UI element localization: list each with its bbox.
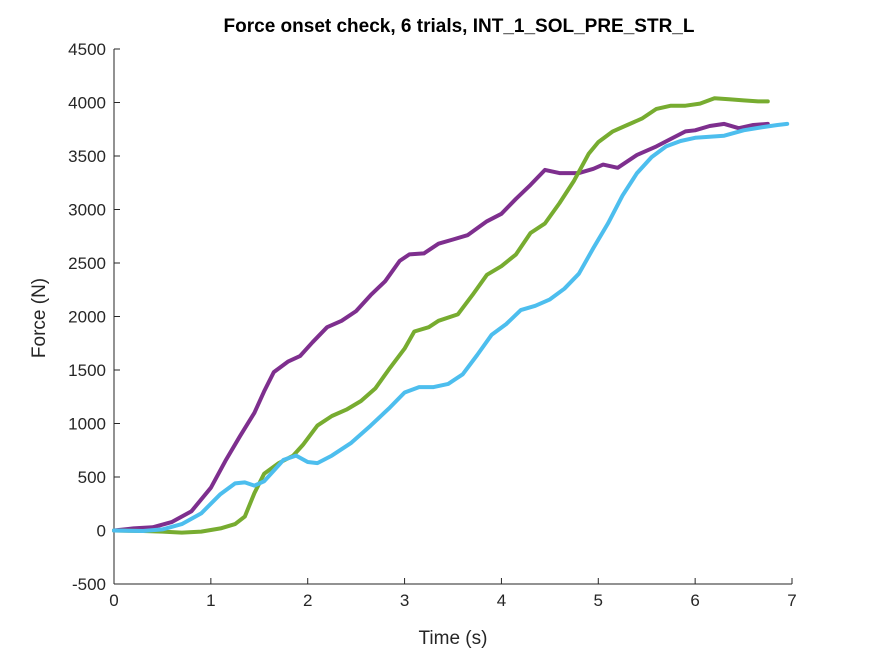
y-tick-label: 2000	[68, 308, 106, 327]
y-tick-label: 2500	[68, 254, 106, 273]
y-tick-label: 1500	[68, 361, 106, 380]
series-line-2	[112, 96, 770, 535]
y-tick-label: 1000	[68, 415, 106, 434]
y-tick-label: 3500	[68, 147, 106, 166]
y-axis-label: Force (N)	[29, 278, 50, 358]
y-tick-label: 500	[78, 468, 106, 487]
x-tick-label: 0	[109, 591, 118, 610]
y-tick-label: -500	[72, 575, 106, 594]
y-tick-label: 4000	[68, 94, 106, 113]
x-tick-label: 1	[206, 591, 215, 610]
x-tick-label: 7	[787, 591, 796, 610]
series-line-1	[112, 121, 770, 533]
x-axis-label: Time (s)	[419, 628, 488, 649]
x-tick-label: 4	[497, 591, 506, 610]
series-group	[112, 96, 790, 535]
y-tick-label: 0	[97, 522, 106, 541]
x-tick-label: 3	[400, 591, 409, 610]
axes: 0 1 2 3 4 5 6 7-5000500100015002000250030003500…	[68, 40, 797, 610]
x-tick-label: 5	[594, 591, 603, 610]
y-tick-label: 4500	[68, 40, 106, 59]
x-tick-label: 2	[303, 591, 312, 610]
chart-title: Force onset check, 6 trials, INT_1_SOL_P…	[224, 16, 695, 37]
y-tick-label: 3000	[68, 201, 106, 220]
series-line-3	[112, 121, 790, 533]
x-tick-label: 6	[690, 591, 699, 610]
